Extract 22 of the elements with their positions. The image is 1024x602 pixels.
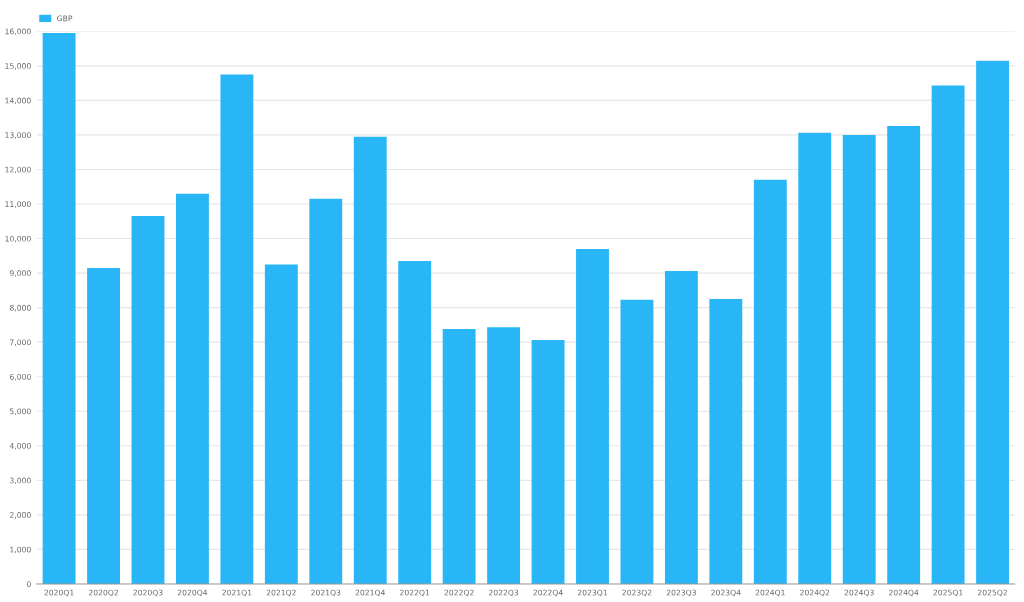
bar [176,193,209,584]
bar [42,33,76,584]
bar [442,329,476,584]
bar [353,136,387,584]
bar [931,85,965,584]
bar [887,125,921,584]
bar [87,267,120,584]
bar [131,216,165,584]
bar [798,132,832,584]
bar [531,340,565,584]
bar [576,248,609,584]
bar [264,264,298,584]
bar [753,179,787,584]
bar [398,260,432,584]
bar [487,327,521,584]
bar [709,298,743,584]
bar [976,60,1010,584]
bar [620,299,654,584]
bar [842,134,876,584]
bar [309,198,343,584]
bar [220,74,254,584]
bar [664,271,698,584]
